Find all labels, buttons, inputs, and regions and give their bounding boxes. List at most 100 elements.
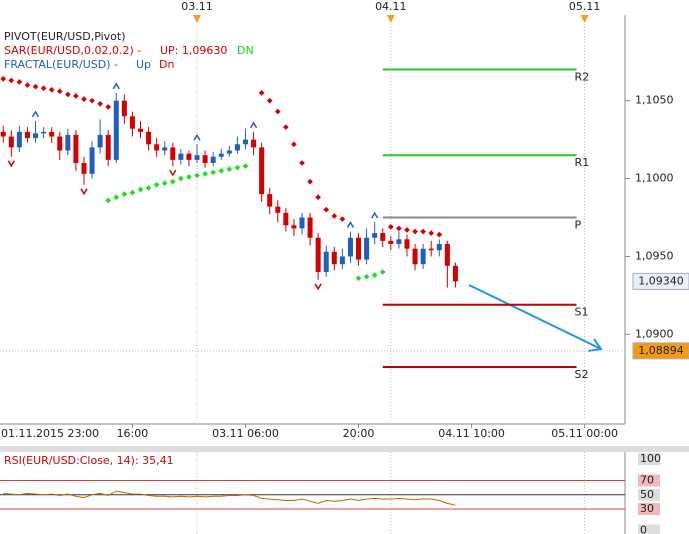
candle-body: [129, 116, 135, 129]
legend-sar-up: UP: 1,09630: [160, 44, 227, 57]
legend-sar: SAR(EUR/USD,0.02,0.2) -: [4, 44, 141, 57]
sar-dot: [307, 178, 313, 185]
candle-body: [259, 147, 265, 195]
candle-body: [24, 131, 30, 139]
fractal-dn: [169, 169, 177, 177]
sar-dot: [331, 213, 338, 219]
candle-body: [202, 155, 208, 163]
price-label-box: [632, 342, 689, 360]
candle-body: [73, 134, 79, 163]
candle-body: [364, 237, 370, 260]
candle-body: [146, 131, 152, 145]
candle-body: [267, 194, 273, 207]
sar-dot: [436, 231, 443, 238]
top-tick-label: 04.11: [375, 0, 407, 13]
candle-body: [226, 150, 232, 154]
fractal-up: [249, 121, 258, 129]
sar-dot: [129, 189, 136, 196]
y-tick-label: 1,0900: [635, 327, 674, 340]
sar-dot: [428, 230, 435, 236]
sar-dot: [218, 167, 225, 174]
sar-dot: [202, 171, 208, 177]
candle-body: [420, 248, 426, 265]
panel-separator: [0, 446, 689, 452]
candle-body: [388, 240, 394, 244]
candle-body: [113, 100, 119, 160]
rsi-tick-box: [638, 474, 660, 487]
x-tick-label: 20:00: [343, 427, 375, 440]
sar-dot: [266, 97, 273, 104]
candle-body: [97, 134, 103, 148]
fractal-up: [112, 82, 120, 90]
rsi-line: [3, 490, 456, 506]
candle-body: [49, 131, 55, 137]
x-tick-label: 04.11 10:00: [438, 427, 505, 440]
sar-dot: [379, 269, 386, 275]
rsi-tick-box: [638, 503, 660, 516]
forecast-arrow: [468, 284, 603, 352]
x-tick-label: 16:00: [117, 427, 149, 440]
sar-dot: [226, 166, 233, 173]
sar-dot: [283, 124, 289, 130]
sar-dot: [363, 273, 370, 280]
rsi-title: RSI(EUR/USD:Close, 14): 35,41: [4, 454, 174, 467]
sar-dot: [73, 93, 79, 99]
pivot-label: P: [575, 219, 582, 232]
legend-pivot: PIVOT(EUR/USD,Pivot): [4, 30, 126, 43]
candle-body: [218, 153, 224, 157]
sar-dot: [339, 216, 346, 222]
legend-sar-dn: DN: [237, 44, 254, 57]
sar-dot: [299, 160, 305, 166]
candle-body: [8, 136, 14, 148]
candle-body: [138, 128, 144, 132]
sar-dot: [315, 194, 321, 201]
rsi-tick-box: [638, 524, 660, 534]
candle-body: [16, 131, 22, 148]
rsi-tick-box: [638, 488, 660, 501]
sar-dot: [258, 90, 265, 96]
y-tick-label: 1,1000: [635, 172, 674, 185]
sar-dot: [16, 79, 23, 85]
sar-dot: [105, 104, 112, 110]
sar-dot: [274, 108, 281, 115]
x-tick-label: 05.11 00:00: [551, 427, 618, 440]
fractal-dn: [80, 188, 88, 196]
sar-dot: [186, 174, 192, 180]
pivot-label: R1: [575, 156, 590, 169]
sar-dot: [153, 181, 160, 188]
candle-body: [162, 147, 168, 151]
sar-dot: [24, 82, 31, 88]
y-tick-label: 1,1050: [635, 94, 674, 107]
sar-dot: [89, 97, 95, 104]
candle-body: [356, 237, 362, 260]
candle-body: [178, 153, 184, 160]
fractal-dn: [7, 160, 15, 168]
rsi-tick-label: 70: [640, 474, 654, 487]
candle-body: [307, 217, 313, 238]
sar-dot: [161, 180, 168, 187]
sar-dot: [65, 91, 71, 98]
sar-dot: [169, 178, 176, 185]
sar-dot: [387, 224, 394, 230]
sar-dot: [291, 141, 297, 148]
sar-dot: [323, 206, 330, 213]
candle-body: [380, 233, 386, 241]
candle-body: [428, 248, 434, 251]
legend-fractal-up: Up: [136, 58, 151, 71]
fractal-up: [371, 211, 379, 219]
pivot-label: S1: [575, 306, 589, 319]
candle-body: [323, 251, 329, 273]
candle-body: [291, 225, 297, 229]
candle-body: [372, 233, 378, 238]
y-tick-label: 1,0950: [635, 249, 674, 262]
sar-dot: [412, 228, 418, 235]
candle-body: [412, 248, 418, 265]
candle-body: [452, 265, 458, 282]
sar-dot: [105, 197, 112, 204]
candle-body: [331, 251, 337, 265]
candle-body: [170, 147, 176, 160]
candle-body: [65, 134, 71, 151]
sar-dot: [210, 169, 217, 176]
candle-body: [210, 156, 216, 163]
